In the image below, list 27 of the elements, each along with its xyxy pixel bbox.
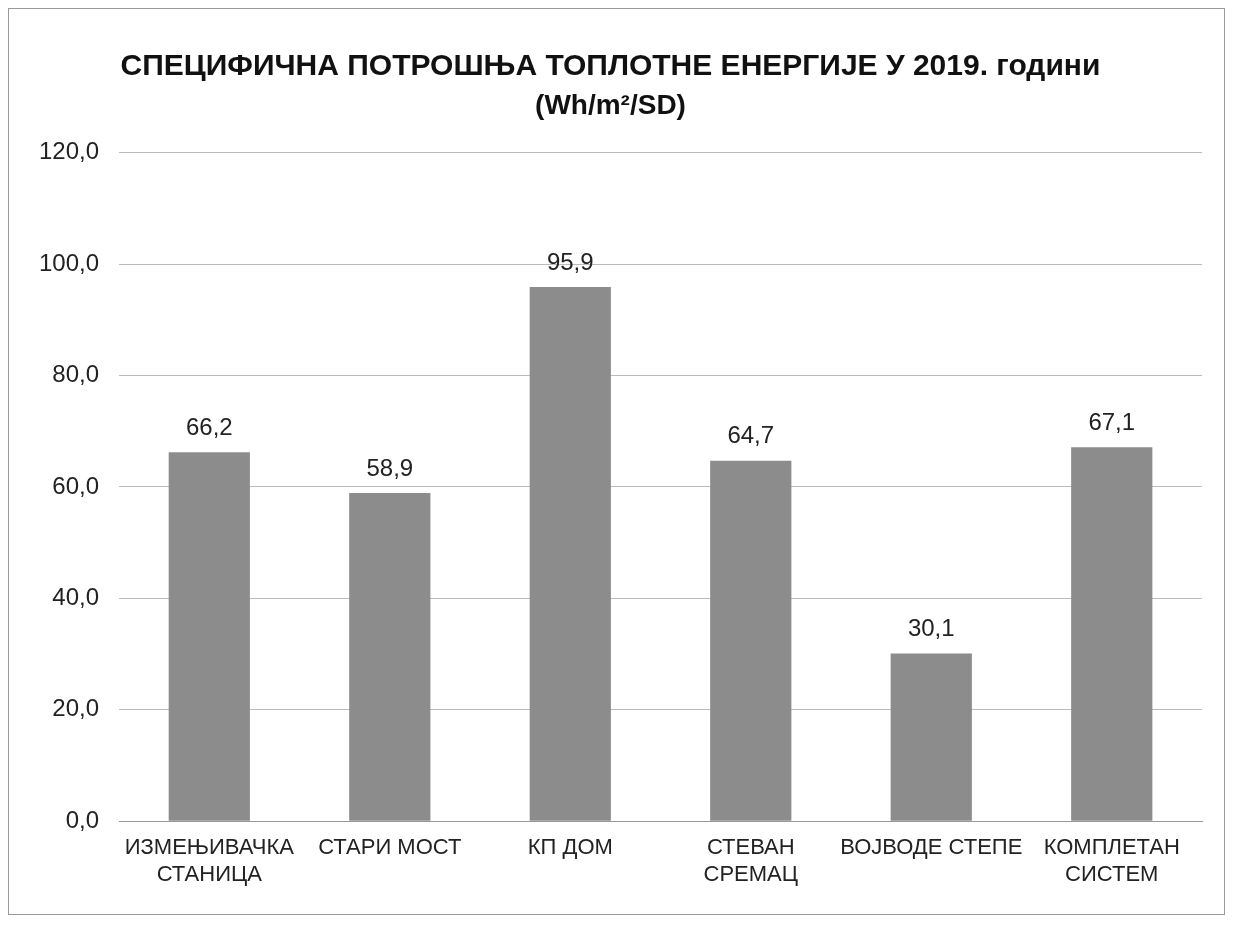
bar bbox=[529, 286, 611, 821]
x-tick-label: СТЕВАН СРЕМАЦ bbox=[703, 834, 799, 886]
data-label: 58,9 bbox=[366, 453, 414, 481]
y-tick-label: 0,0 bbox=[65, 805, 100, 833]
x-tick-label: СТАРИ МОСТ bbox=[318, 834, 462, 860]
y-tick-label: 60,0 bbox=[52, 471, 100, 499]
data-label: 64,7 bbox=[727, 421, 775, 449]
y-tick-label: 100,0 bbox=[39, 248, 100, 276]
data-label: 95,9 bbox=[546, 247, 594, 275]
chart-subtitle: (Wh/m²/SD) bbox=[535, 88, 686, 120]
y-tick-label: 20,0 bbox=[52, 694, 100, 722]
x-tick-label: ВОЈВОДЕ СТЕПЕ bbox=[840, 834, 1023, 860]
y-tick-label: 120,0 bbox=[39, 137, 100, 165]
chart-title: СПЕЦИФИЧНА ПОТРОШЊА ТОПЛОТНЕ ЕНЕРГИЈЕ У 2019. години bbox=[120, 48, 1101, 82]
x-tick-label: КП ДОМ bbox=[527, 834, 613, 860]
bar bbox=[710, 460, 792, 821]
x-tick-label: ИЗМЕЊИВАЧКА СТАНИЦА bbox=[124, 834, 295, 886]
data-label: 67,1 bbox=[1088, 407, 1136, 435]
x-tick-label: КОМПЛЕТАН СИСТЕМ bbox=[1043, 834, 1180, 886]
data-label: 66,2 bbox=[185, 412, 233, 440]
bar bbox=[1071, 447, 1153, 821]
bar bbox=[168, 452, 250, 821]
bar bbox=[349, 493, 431, 821]
y-tick-label: 40,0 bbox=[52, 582, 100, 610]
y-tick-label: 80,0 bbox=[52, 360, 100, 388]
bar bbox=[890, 653, 972, 821]
data-label: 30,1 bbox=[907, 614, 955, 642]
